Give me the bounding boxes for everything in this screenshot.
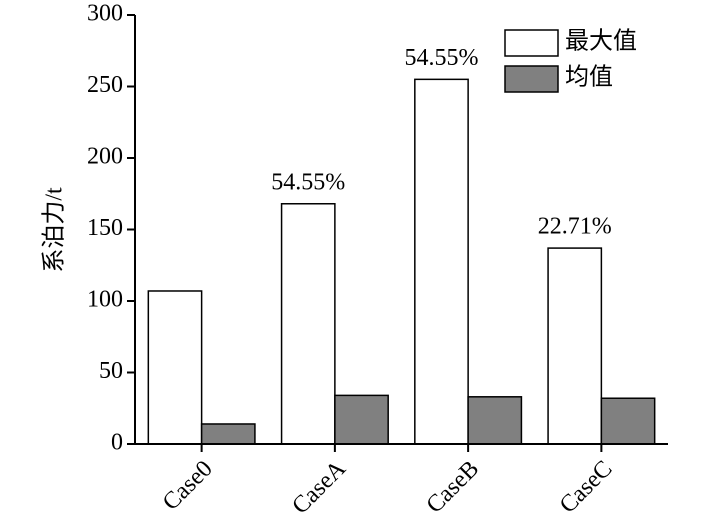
legend-swatch — [504, 29, 559, 57]
bar — [600, 397, 656, 445]
annotation: 22.71% — [538, 214, 612, 240]
x-tick-label: CaseA — [287, 455, 351, 519]
y-tick-label: 50 — [99, 358, 123, 384]
bar — [414, 78, 469, 445]
y-axis-label: 系泊力/t — [41, 187, 68, 273]
y-tick-label: 150 — [87, 215, 123, 241]
bar — [547, 247, 603, 445]
y-tick-label: 100 — [87, 287, 123, 313]
annotation: 54.55% — [271, 169, 345, 195]
y-tick-label: 200 — [87, 144, 123, 170]
x-tick-label: CaseB — [422, 456, 485, 519]
legend-swatch — [504, 65, 559, 93]
legend-label: 最大值 — [565, 28, 637, 55]
bar — [147, 290, 203, 445]
bar — [467, 396, 523, 445]
y-tick-label: 250 — [87, 72, 123, 98]
bar — [280, 203, 336, 445]
legend-label: 均值 — [565, 64, 613, 91]
x-tick-label: Case0 — [158, 456, 218, 516]
bar — [334, 394, 389, 445]
annotation: 54.55% — [404, 45, 478, 71]
y-tick-label: 0 — [111, 430, 123, 456]
x-tick-label: CaseC — [555, 456, 618, 519]
y-tick-label: 300 — [87, 1, 123, 27]
bar — [200, 423, 256, 445]
